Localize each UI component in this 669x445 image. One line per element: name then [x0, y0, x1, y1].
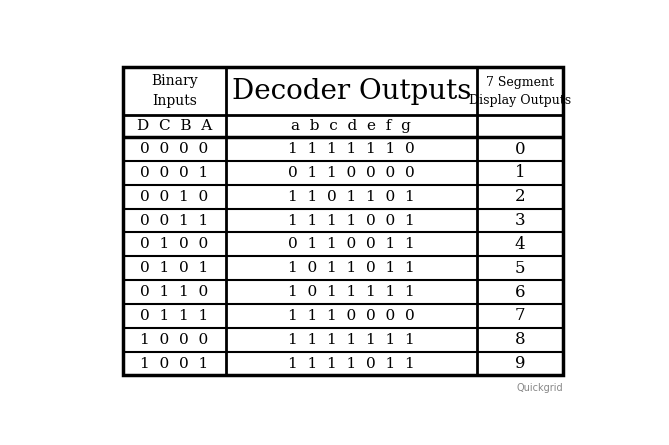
- Text: 1  0  0  0: 1 0 0 0: [140, 333, 209, 347]
- Text: D  C  B  A: D C B A: [136, 119, 212, 133]
- Text: 1  1  1  1  0  1  1: 1 1 1 1 0 1 1: [288, 356, 415, 371]
- Text: 1  0  1  1  0  1  1: 1 0 1 1 0 1 1: [288, 261, 415, 275]
- Text: 1  0  0  1: 1 0 0 1: [140, 356, 209, 371]
- Text: 9: 9: [514, 355, 525, 372]
- Text: 0  1  1  1: 0 1 1 1: [140, 309, 209, 323]
- Text: 1  0  1  1  1  1  1: 1 0 1 1 1 1 1: [288, 285, 415, 299]
- Text: 5: 5: [514, 260, 525, 277]
- Text: 0  1  1  0: 0 1 1 0: [140, 285, 209, 299]
- Text: 0  1  0  1: 0 1 0 1: [140, 261, 209, 275]
- Text: 2: 2: [514, 188, 525, 205]
- Text: 4: 4: [514, 236, 525, 253]
- Text: 0  0  1  0: 0 0 1 0: [140, 190, 209, 204]
- Bar: [122, 67, 563, 376]
- Text: 7: 7: [514, 307, 525, 324]
- Text: 1  1  1  1  1  1  0: 1 1 1 1 1 1 0: [288, 142, 415, 156]
- Text: 8: 8: [514, 331, 525, 348]
- Text: 6: 6: [514, 283, 525, 300]
- Text: 0  0  0  0: 0 0 0 0: [140, 142, 209, 156]
- Text: 0: 0: [514, 141, 525, 158]
- Text: Binary
Inputs: Binary Inputs: [151, 74, 197, 108]
- Text: 7 Segment
Display Outputs: 7 Segment Display Outputs: [469, 76, 571, 106]
- Text: 0  0  1  1: 0 0 1 1: [140, 214, 209, 227]
- Text: 1: 1: [514, 164, 525, 182]
- Text: Quickgrid: Quickgrid: [516, 383, 563, 392]
- Text: 0  1  1  0  0  1  1: 0 1 1 0 0 1 1: [288, 237, 415, 251]
- Text: 1  1  1  1  0  0  1: 1 1 1 1 0 0 1: [288, 214, 415, 227]
- Text: 1  1  1  0  0  0  0: 1 1 1 0 0 0 0: [288, 309, 415, 323]
- Text: Decoder Outputs: Decoder Outputs: [231, 77, 471, 105]
- Text: 0  1  1  0  0  0  0: 0 1 1 0 0 0 0: [288, 166, 415, 180]
- Text: 3: 3: [514, 212, 525, 229]
- Text: 1  1  0  1  1  0  1: 1 1 0 1 1 0 1: [288, 190, 415, 204]
- Text: a  b  c  d  e  f  g: a b c d e f g: [292, 119, 411, 133]
- Text: 0  1  0  0: 0 1 0 0: [140, 237, 209, 251]
- Text: 0  0  0  1: 0 0 0 1: [140, 166, 209, 180]
- Text: 1  1  1  1  1  1  1: 1 1 1 1 1 1 1: [288, 333, 415, 347]
